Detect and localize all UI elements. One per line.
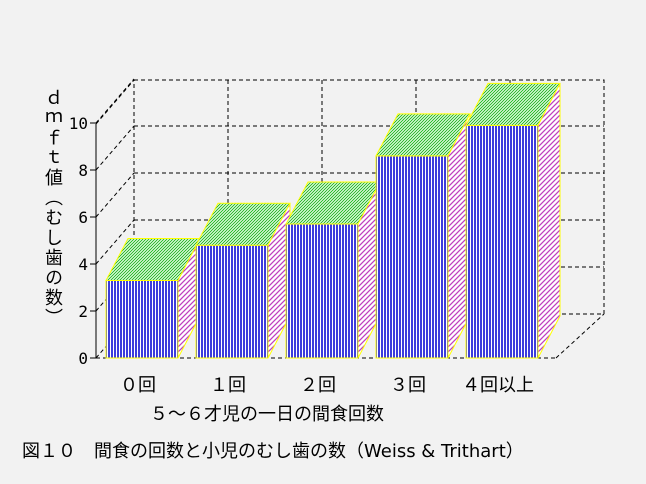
axes: [90, 122, 97, 359]
bar-front: [375, 155, 449, 359]
y-axis-label: ｄｍｆｔ値（むし歯の数）: [42, 88, 63, 328]
x-axis-label: ５～６才児の一日の間食回数: [150, 404, 384, 425]
bar-side: [537, 83, 561, 359]
gridline-side: [95, 79, 135, 125]
bar-3: [375, 113, 471, 359]
x-tick-label: ０回: [120, 375, 156, 396]
bar-2: [285, 181, 381, 359]
bars: [105, 82, 561, 359]
gridline-side: [95, 219, 135, 265]
bar-front: [195, 244, 269, 359]
bar-1: [195, 202, 291, 359]
bar-front: [285, 223, 359, 359]
y-tick-label: 6: [78, 208, 88, 227]
bar-4: [465, 82, 561, 359]
axis-labels: 0 2 4 6 8 10 ０回 １回 ２回 ３回 ４回以上: [69, 114, 534, 396]
y-tick-label: 2: [78, 302, 88, 321]
bar-front: [465, 124, 539, 359]
y-tick-label: 8: [78, 161, 88, 180]
y-tick-label: 10: [69, 114, 88, 133]
x-tick-label: ２回: [300, 375, 336, 396]
gridline-side: [95, 125, 135, 171]
x-tick-label: ４回以上: [462, 375, 534, 396]
gridline-side: [95, 78, 135, 124]
bar-0: [105, 237, 201, 359]
figure-caption: 図１０ 間食の回数と小児のむし歯の数（Weiss & Trithart）: [22, 441, 524, 462]
x-tick-label: １回: [210, 375, 246, 396]
y-tick-label: 0: [78, 349, 88, 368]
floor-edge: [555, 313, 605, 359]
x-tick-label: ３回: [390, 375, 426, 396]
bar-front: [105, 279, 179, 359]
y-tick-label: 4: [78, 255, 88, 274]
gridline-side: [95, 172, 135, 218]
